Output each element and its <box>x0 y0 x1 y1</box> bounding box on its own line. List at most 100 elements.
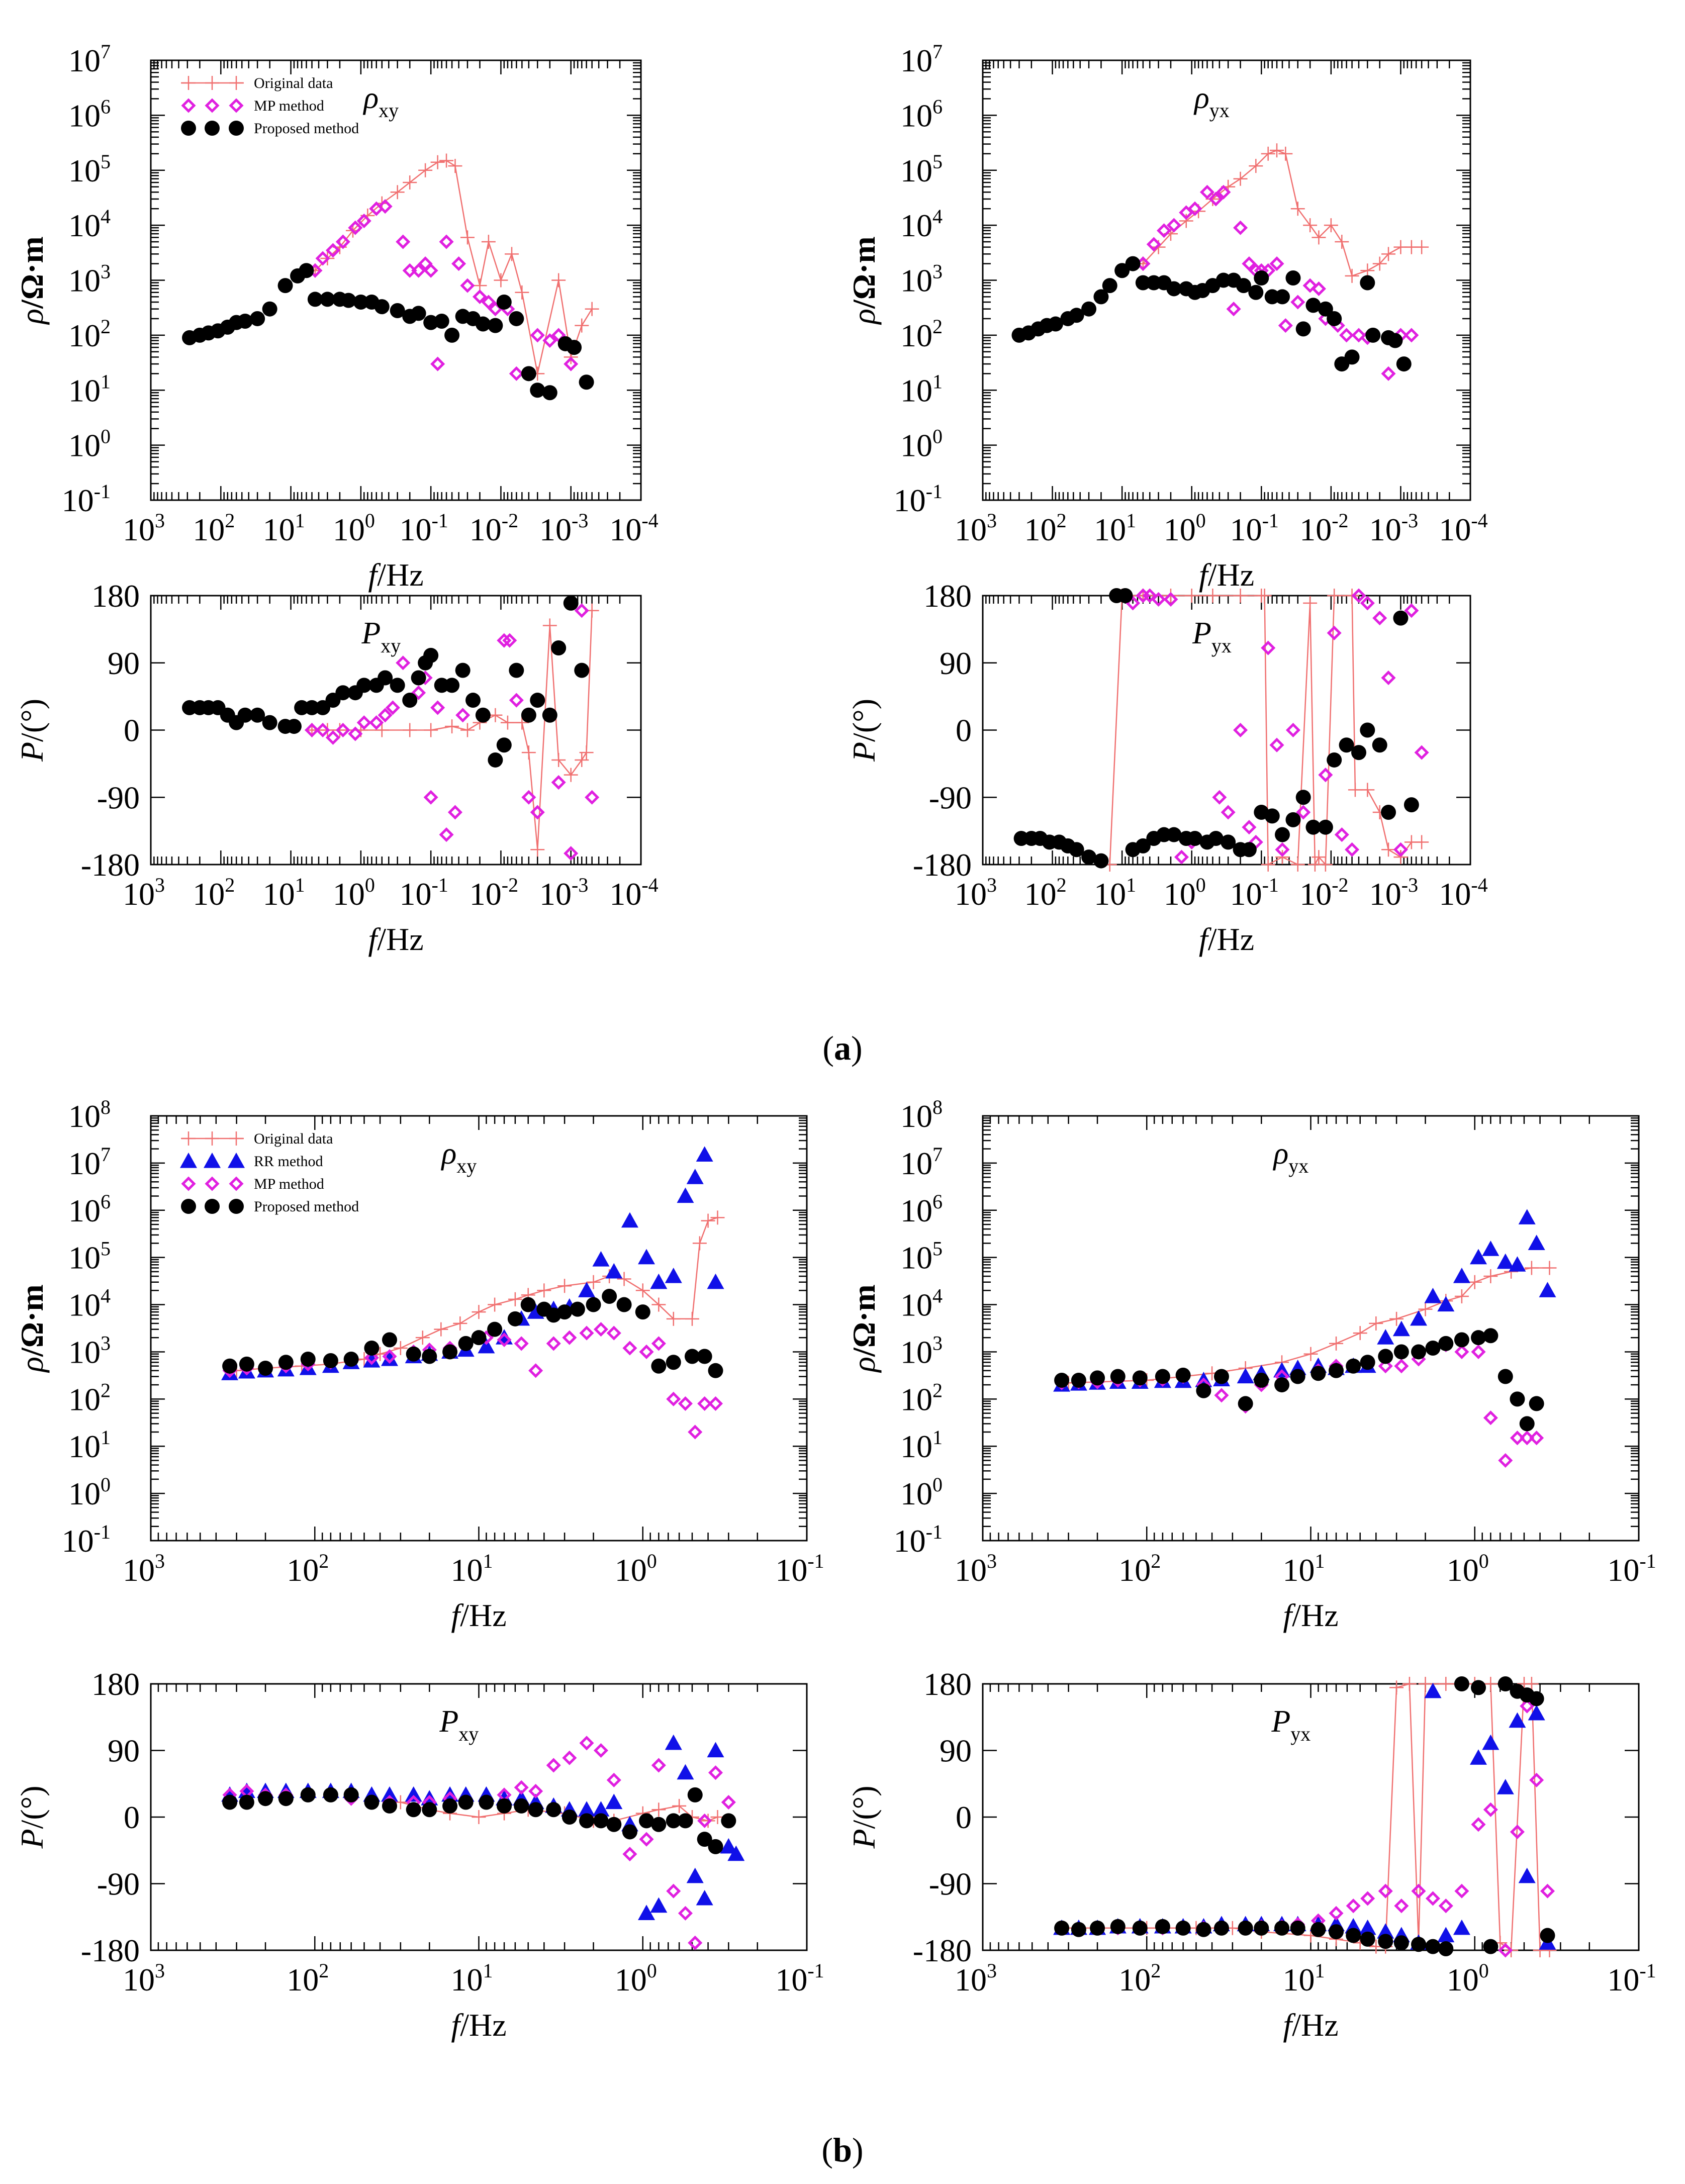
y-tick-label: -180 <box>81 1933 140 1968</box>
caption-b: (b) <box>821 2131 863 2169</box>
original-point <box>472 1810 486 1824</box>
mp-point <box>1483 1802 1498 1817</box>
x-tick-label-exp: 1 <box>1126 509 1136 532</box>
proposed-point <box>1069 842 1084 858</box>
rr-point <box>1528 1235 1545 1251</box>
series-proposed <box>1011 256 1412 372</box>
proposed-point <box>1175 1920 1191 1936</box>
proposed-point <box>530 693 545 708</box>
proposed-point <box>1081 301 1097 317</box>
y-tick-label-exp: -1 <box>94 1521 111 1543</box>
original-point <box>551 752 566 767</box>
y-tick-label-exp: 6 <box>101 95 111 118</box>
proposed-point <box>278 1355 294 1370</box>
series-proposed <box>222 1289 723 1378</box>
x-tick-label-exp: 1 <box>1315 1959 1325 1982</box>
x-tick-label-exp: 1 <box>1126 874 1136 896</box>
mp-point <box>423 790 438 805</box>
original-point <box>500 715 515 730</box>
mp-point <box>304 722 320 738</box>
mp-point <box>651 1336 666 1351</box>
series-mp <box>222 1736 736 1950</box>
y-tick-label: -180 <box>913 847 972 883</box>
y-axis-title-var: P <box>846 742 882 762</box>
mp-point <box>1378 1359 1393 1374</box>
original-data-line <box>1068 1267 1550 1384</box>
original-point <box>701 1814 715 1828</box>
rr-point <box>1528 1704 1545 1721</box>
rr-point <box>696 1146 713 1162</box>
proposed-point <box>1166 281 1182 297</box>
y-tick-label-base: 10 <box>900 1287 932 1323</box>
mp-point <box>1498 1453 1513 1468</box>
original-point <box>445 719 459 734</box>
proposed-point <box>1305 819 1321 835</box>
proposed-point <box>364 1341 380 1356</box>
y-axis-title: P/(°) <box>846 1785 882 1849</box>
legend-marker <box>181 1199 196 1214</box>
mp-point <box>1142 588 1157 603</box>
mp-point <box>396 234 411 249</box>
legend-label: Original data <box>254 75 333 91</box>
mp-point <box>1404 603 1419 618</box>
proposed-point <box>1264 808 1280 824</box>
mp-point <box>1393 842 1408 857</box>
mp-point <box>502 633 517 648</box>
proposed-point <box>423 647 439 663</box>
y-axis-title: ρ/Ω·m <box>14 1284 50 1373</box>
proposed-point <box>1396 356 1412 372</box>
mp-point <box>325 730 340 745</box>
mp-point <box>1414 745 1429 760</box>
x-tick-label-exp: 3 <box>987 1959 997 1982</box>
y-tick-label-base: 10 <box>68 1476 101 1511</box>
mp-point <box>564 356 579 371</box>
y-tick-label: 100 <box>68 425 111 463</box>
original-point <box>701 1213 715 1228</box>
rr-point <box>1359 1919 1376 1935</box>
panel-title-main: ρ <box>440 1136 456 1171</box>
mp-point <box>348 726 363 741</box>
original-point <box>1179 214 1193 228</box>
legend-marker <box>205 76 219 90</box>
x-tick-label: 101 <box>263 509 305 547</box>
legend: Original data RR method MP method Proposed … <box>180 1130 359 1215</box>
x-tick-label-base: 10 <box>470 512 502 547</box>
x-axis-title-unit: /Hz <box>1208 557 1254 593</box>
y-tick-label-base: 10 <box>68 1193 101 1228</box>
proposed-point <box>1471 1330 1486 1346</box>
panel-title-main: ρ <box>362 81 379 115</box>
mp-point <box>1187 201 1202 216</box>
mp-point <box>1425 1891 1441 1906</box>
proposed-point <box>250 311 265 326</box>
y-axis-title-var: ρ <box>14 1357 50 1373</box>
legend-marker <box>180 1153 197 1168</box>
proposed-point <box>444 327 460 343</box>
x-tick-label-base: 10 <box>1299 512 1332 547</box>
mp-point <box>1334 827 1349 842</box>
y-tick-label: 10-1 <box>62 1521 111 1559</box>
mp-point <box>1529 1772 1544 1787</box>
x-tick-label: 10-2 <box>470 509 518 547</box>
proposed-point <box>1497 1676 1513 1691</box>
y-tick-label-base: 10 <box>68 1334 101 1370</box>
y-axis-title-unit: /(°) <box>14 699 50 742</box>
y-tick-label-base: 10 <box>900 1381 932 1417</box>
x-axis-title-unit: /Hz <box>460 1597 506 1633</box>
x-tick-label-base: 10 <box>1369 876 1401 912</box>
x-tick-label: 10-4 <box>609 509 658 547</box>
x-tick-label: 100 <box>615 1550 657 1588</box>
y-tick-label: -90 <box>929 1866 972 1902</box>
x-tick-label-exp: -2 <box>502 509 518 532</box>
original-point <box>1205 589 1220 603</box>
y-tick-label-base: 10 <box>68 43 101 78</box>
proposed-point <box>487 1321 503 1337</box>
y-tick-label-base: 10 <box>900 1240 932 1276</box>
mp-point <box>1438 1898 1453 1914</box>
mp-point <box>335 234 350 249</box>
original-point <box>1261 146 1275 161</box>
mp-point <box>1471 1344 1486 1359</box>
